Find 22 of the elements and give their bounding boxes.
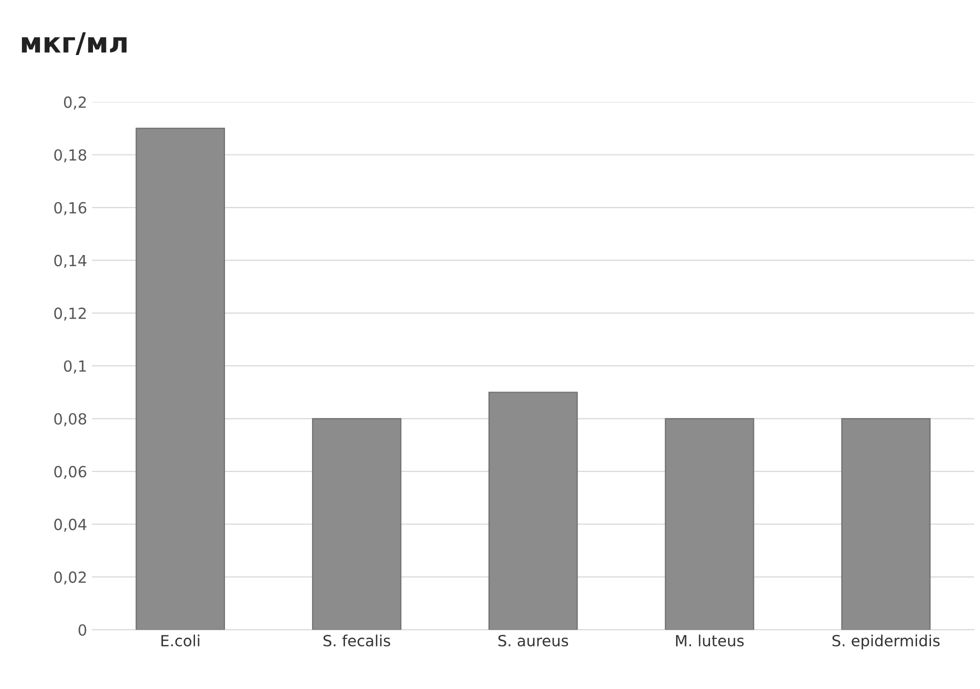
y-tick-label: 0,02 <box>54 571 86 585</box>
y-tick-label: 0,08 <box>54 413 86 426</box>
y-tick-label: 0,04 <box>54 518 86 532</box>
y-tick-label: 0 <box>78 624 86 636</box>
y-tick-label: 0,06 <box>54 466 86 479</box>
bar <box>841 418 931 630</box>
y-tick-label: 0,1 <box>64 360 86 374</box>
x-tick-label: M. luteus <box>676 634 744 646</box>
y-tick-label: 0,18 <box>54 149 86 162</box>
bar <box>312 418 402 630</box>
x-tick-label: E.coli <box>161 634 200 646</box>
bar <box>488 392 578 630</box>
y-tick-label: 0,14 <box>54 254 86 268</box>
bar <box>136 128 225 630</box>
bar <box>664 418 754 630</box>
x-tick-label: S. fecalis <box>324 634 390 646</box>
y-tick-label: 0,12 <box>54 308 86 321</box>
x-tick-label: S. epidermidis <box>832 634 940 650</box>
y-axis-title: мкг/мл <box>22 32 127 56</box>
y-tick-label: 0,16 <box>54 202 86 216</box>
y-tick-label: 0,2 <box>64 96 86 110</box>
x-tick-label: S. aureus <box>498 634 568 646</box>
